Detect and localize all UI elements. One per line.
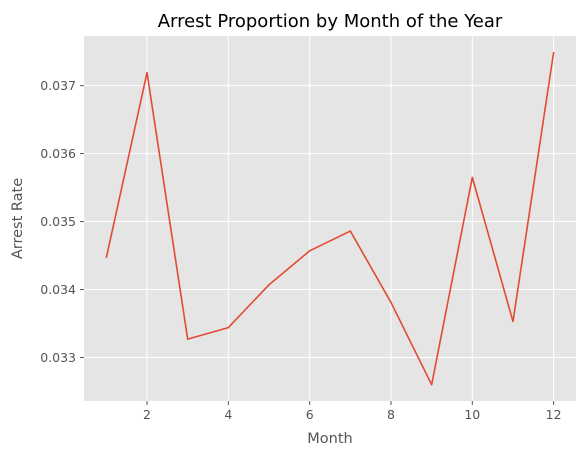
data-point xyxy=(227,326,229,329)
x-tick-label: 2 xyxy=(143,407,151,422)
x-tick-label: 4 xyxy=(224,407,232,422)
series-line xyxy=(105,52,555,386)
y-tick-label: 0.035 xyxy=(40,214,76,229)
x-tick-label: 10 xyxy=(464,407,480,422)
x-tick-label: 12 xyxy=(546,407,562,422)
y-axis: 0.033 0.034 0.035 0.036 0.037 xyxy=(40,78,84,365)
data-point xyxy=(512,320,514,323)
x-axis: 2 4 6 8 10 12 xyxy=(143,401,562,422)
chart-title: Arrest Proportion by Month of the Year xyxy=(158,11,503,32)
data-point xyxy=(268,284,270,286)
data-point xyxy=(553,51,555,53)
data-point xyxy=(187,338,189,340)
grid xyxy=(84,36,576,401)
x-tick-label: 6 xyxy=(306,407,314,422)
x-axis-label: Month xyxy=(307,431,352,447)
data-point xyxy=(431,384,433,386)
data-point xyxy=(471,176,473,178)
data-point xyxy=(309,250,311,252)
y-tick-label: 0.034 xyxy=(40,282,76,297)
y-tick-label: 0.033 xyxy=(40,350,76,365)
y-axis-label: Arrest Rate xyxy=(10,178,26,259)
plot-area xyxy=(84,36,576,401)
data-point xyxy=(390,301,392,304)
data-point xyxy=(105,256,107,259)
y-tick-label: 0.036 xyxy=(40,146,76,161)
y-tick-label: 0.037 xyxy=(40,78,76,93)
data-point xyxy=(349,230,351,232)
data-point xyxy=(146,72,148,74)
x-tick-label: 8 xyxy=(387,407,395,422)
series-group xyxy=(105,51,555,386)
